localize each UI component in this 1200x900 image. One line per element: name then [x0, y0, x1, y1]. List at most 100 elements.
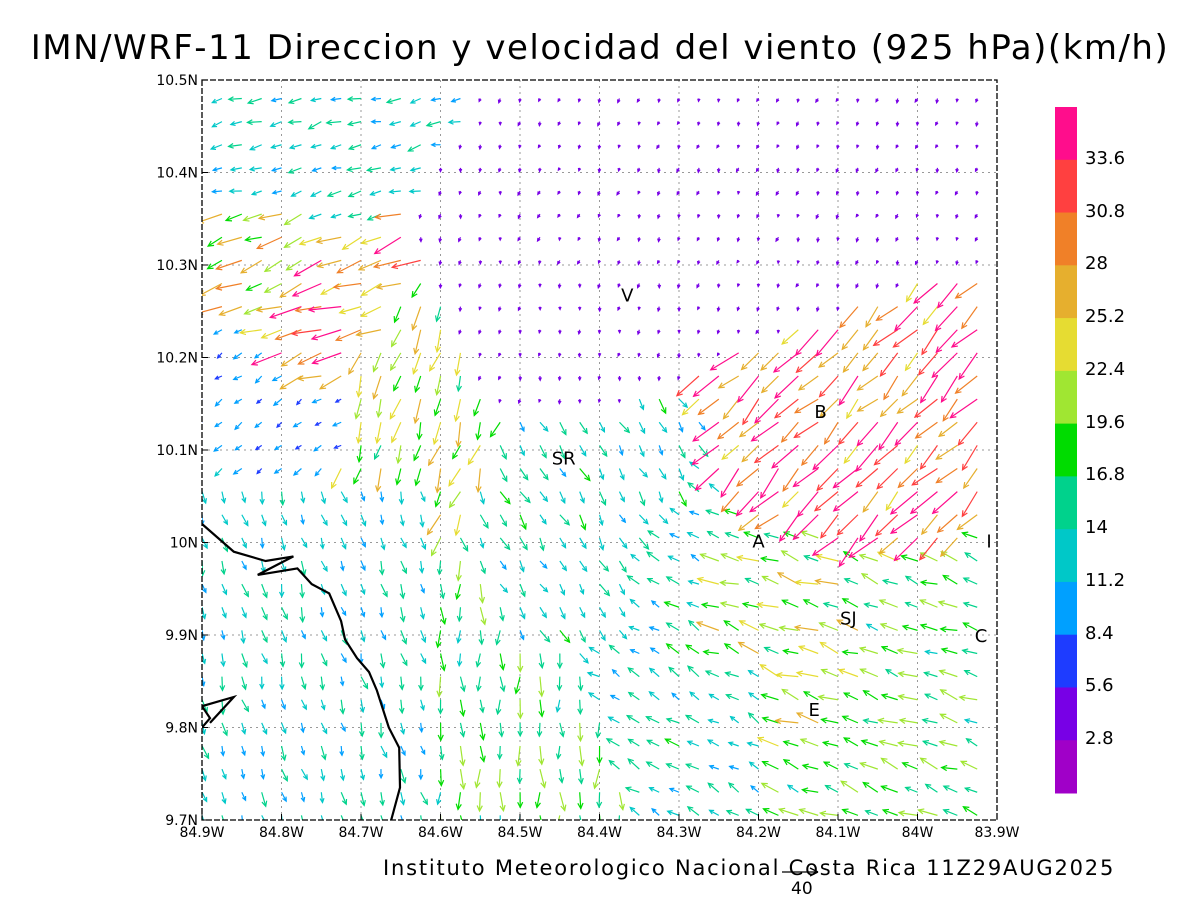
wind-vector-head	[409, 121, 416, 127]
wind-vector-head	[750, 785, 756, 791]
wind-vector-head	[681, 408, 689, 416]
wind-vector-head	[676, 121, 681, 126]
wind-vector-head	[774, 392, 781, 399]
wind-vector-head	[401, 542, 407, 549]
wind-vector-head	[858, 646, 867, 653]
wind-vector	[702, 603, 719, 608]
wind-vector-head	[921, 717, 929, 724]
wind-vector	[389, 121, 401, 126]
wind-vector-head	[270, 97, 277, 103]
wind-vector	[804, 555, 819, 562]
wind-vector-head	[499, 685, 506, 693]
wind-vector	[873, 329, 899, 346]
wind-vector-head	[241, 728, 247, 735]
wind-vector	[885, 491, 899, 511]
wind-vector	[291, 329, 322, 335]
wind-vector-head	[341, 798, 348, 806]
wind-vector-head	[455, 803, 462, 811]
wind-vector-head	[617, 353, 621, 358]
wind-vector	[819, 375, 839, 398]
wind-vector	[881, 646, 898, 655]
colorbar-label: 22.4	[1085, 358, 1126, 380]
wind-vector	[904, 445, 919, 464]
wind-vector-head	[975, 98, 979, 104]
wind-vector-head	[421, 636, 427, 644]
wind-vector-head	[879, 369, 887, 378]
wind-vector-head	[816, 283, 820, 288]
wind-vector	[293, 421, 302, 428]
wind-vector	[960, 760, 978, 770]
x-tick-label: 84.2W	[736, 825, 781, 841]
wind-vector	[801, 444, 819, 466]
wind-vector	[499, 537, 511, 550]
wind-vector	[320, 630, 328, 641]
wind-vector	[241, 491, 246, 503]
wind-vector-head	[360, 496, 366, 502]
wind-vector	[221, 699, 224, 715]
wind-vector	[241, 699, 249, 712]
wind-vector-head	[677, 145, 681, 150]
y-tick-label: 9.9N	[165, 628, 198, 644]
wind-vector-head	[390, 263, 399, 270]
wind-vector-head	[776, 121, 780, 126]
wind-vector-head	[756, 237, 761, 242]
wind-vector	[256, 306, 282, 311]
wind-vector-head	[780, 550, 788, 557]
colorbar-label: 33.6	[1085, 147, 1126, 169]
wind-vector-head	[432, 437, 439, 446]
wind-vector-head	[253, 353, 260, 359]
wind-vector-head	[776, 214, 781, 219]
wind-vector-head	[433, 409, 440, 417]
wind-vector	[920, 624, 938, 631]
wind-vector-head	[538, 168, 542, 173]
wind-vector	[558, 676, 561, 690]
wind-vector-head	[835, 619, 844, 626]
wind-vector-head	[263, 287, 271, 293]
wind-vector-head	[836, 237, 840, 242]
wind-vector-head	[241, 796, 247, 802]
wind-vector-head	[385, 98, 393, 104]
wind-vector-head	[781, 599, 789, 606]
wind-vector	[300, 630, 306, 639]
wind-vector-head	[322, 520, 328, 527]
wind-vector-head	[360, 289, 368, 297]
x-tick-label: 84.5W	[497, 825, 542, 841]
wind-vector-head	[724, 671, 731, 677]
wind-vector	[414, 329, 422, 354]
wind-vector-head	[617, 306, 621, 312]
wind-vector-head	[501, 453, 507, 461]
wind-vector	[747, 742, 759, 747]
wind-vector-head	[281, 728, 287, 735]
wind-vector-head	[795, 712, 804, 719]
wind-vector	[221, 630, 225, 640]
wind-vector-head	[776, 329, 781, 335]
wind-vector-head	[332, 283, 340, 290]
wind-vector-head	[818, 622, 826, 628]
wind-vector-head	[855, 284, 859, 289]
wind-vector-head	[799, 738, 807, 745]
wind-vector-head	[776, 284, 781, 289]
wind-vector-head	[300, 727, 305, 734]
wind-vector-head	[398, 498, 405, 506]
wind-vector	[941, 648, 958, 655]
wind-vector	[741, 444, 760, 462]
wind-vector-head	[202, 658, 207, 665]
wind-vector-head	[668, 533, 675, 538]
wind-vector	[331, 213, 342, 218]
wind-vector	[420, 653, 427, 664]
speed-colorbar	[1055, 107, 1077, 794]
wind-vector-head	[287, 168, 295, 174]
wind-vector-head	[771, 462, 779, 469]
wind-vector	[579, 630, 586, 643]
wind-vector	[213, 329, 223, 335]
wind-vector-head	[418, 567, 425, 574]
wind-vector-head	[836, 121, 840, 126]
wind-vector	[539, 653, 543, 668]
wind-vector	[559, 421, 567, 435]
wind-vector	[272, 375, 282, 382]
wind-vector	[687, 602, 700, 608]
wind-vector-head	[216, 354, 222, 359]
wind-vector-head	[696, 169, 701, 174]
wind-vector-head	[761, 716, 769, 723]
wind-vector	[426, 121, 441, 127]
